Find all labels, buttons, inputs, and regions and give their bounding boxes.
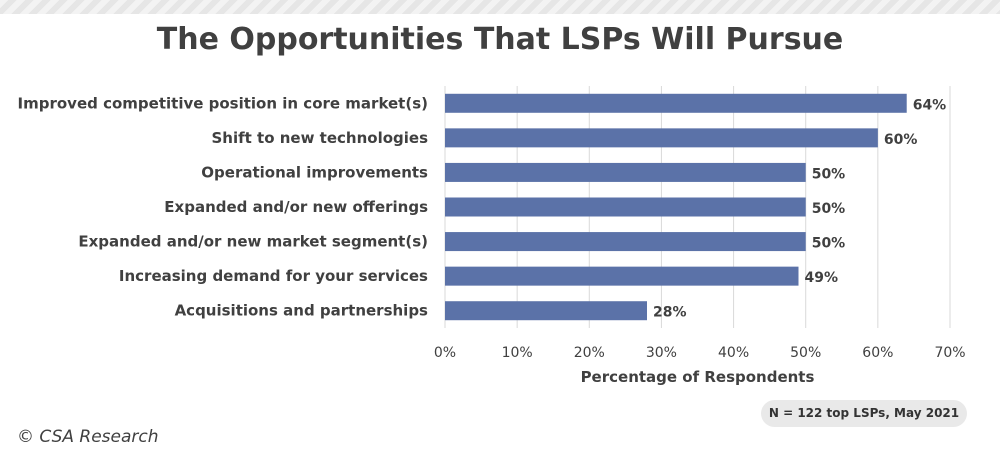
category-label: Improved competitive position in core ma… <box>18 94 428 112</box>
bar <box>445 266 799 286</box>
data-label: 50% <box>812 201 846 217</box>
bar <box>445 128 878 148</box>
category-label: Acquisitions and partnerships <box>175 302 428 320</box>
data-label: 64% <box>913 97 947 113</box>
bar <box>445 232 806 252</box>
copyright-text: © CSA Research <box>17 427 159 447</box>
x-tick-label: 70% <box>934 345 965 361</box>
x-tick-label: 40% <box>718 345 749 361</box>
x-axis-title: Percentage of Respondents <box>581 368 815 386</box>
bar <box>445 301 647 321</box>
x-tick-label: 60% <box>862 345 893 361</box>
chart-title: The Opportunities That LSPs Will Pursue <box>156 22 844 57</box>
category-label: Expanded and/or new market segment(s) <box>78 233 428 251</box>
x-tick-label: 0% <box>434 345 456 361</box>
data-label: 50% <box>812 166 846 182</box>
data-label: 60% <box>884 132 918 148</box>
category-label: Expanded and/or new offerings <box>164 198 428 216</box>
data-label: 50% <box>812 236 846 252</box>
x-tick-label: 10% <box>502 345 533 361</box>
bar <box>445 197 806 217</box>
data-label: 28% <box>653 305 687 321</box>
category-label: Shift to new technologies <box>212 129 429 147</box>
category-label: Operational improvements <box>201 163 428 181</box>
x-tick-label: 30% <box>646 345 677 361</box>
data-label: 49% <box>805 270 839 286</box>
decorative-stripe <box>0 0 1000 14</box>
x-tick-label: 50% <box>790 345 821 361</box>
category-label: Increasing demand for your services <box>119 267 428 285</box>
bar <box>445 162 806 182</box>
sample-note-badge: N = 122 top LSPs, May 2021 <box>761 400 967 427</box>
x-tick-label: 20% <box>574 345 605 361</box>
bar <box>445 93 907 113</box>
